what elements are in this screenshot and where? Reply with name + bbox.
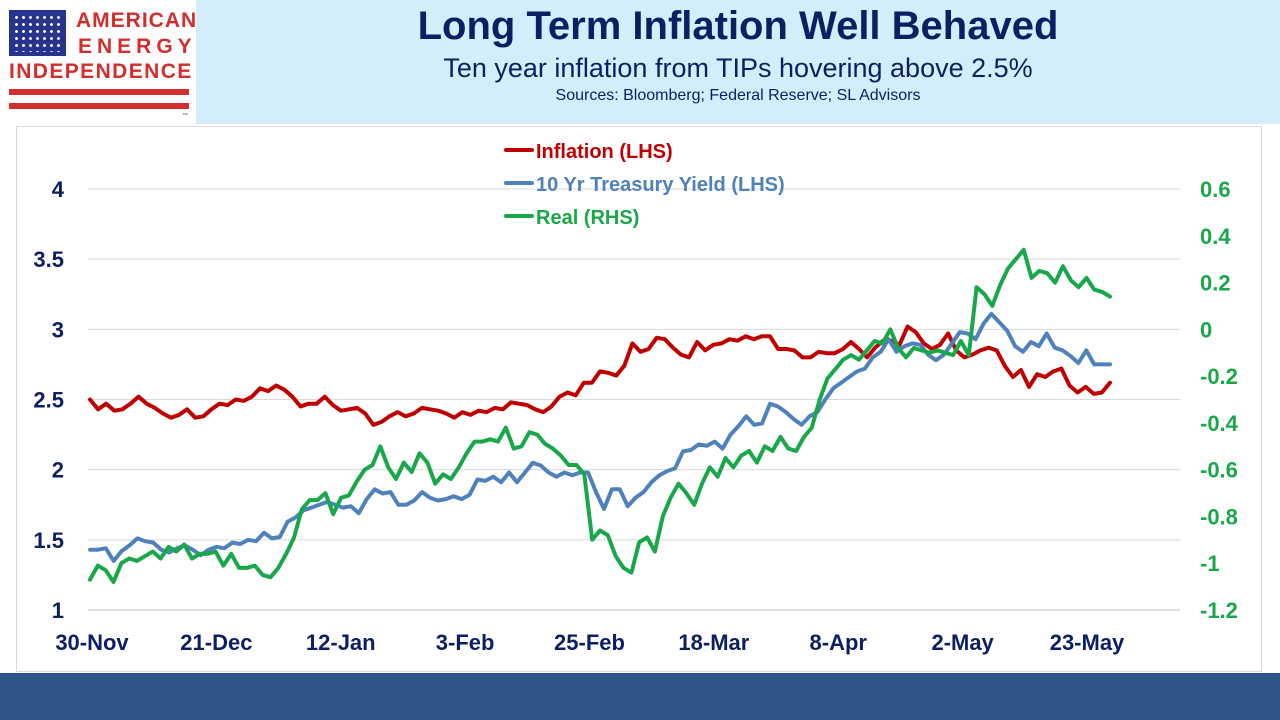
logo: AMERICAN ENERGY INDEPENDENCE ™ <box>0 0 196 124</box>
x-axis-tick-label: 21-Dec <box>180 630 252 655</box>
legend-label: Inflation (LHS) <box>536 141 673 163</box>
line-chart: 1 1.5 2 2.5 3 3.5 4 -1.2 -1 -0.8 -0.6 -0.4 -0.2 0 0.2 0… <box>33 141 1239 655</box>
x-axis-tick-label: 23-May <box>1050 630 1125 655</box>
flag-icon <box>9 10 66 56</box>
right-axis-tick-label: 0.4 <box>1200 224 1231 249</box>
x-axis-tick-label: 30-Nov <box>55 630 129 655</box>
right-axis-tick-label: 0 <box>1200 317 1212 342</box>
logo-stripe <box>9 103 189 109</box>
series-line <box>88 311 1112 563</box>
left-axis-tick-label: 1 <box>52 598 64 623</box>
series-line <box>88 324 1112 427</box>
footer-bar <box>0 673 1280 720</box>
sources-note: Sources: Bloomberg; Federal Reserve; SL … <box>555 87 921 104</box>
logo-stripe <box>9 89 189 95</box>
x-axis-tick-label: 25-Feb <box>554 630 625 655</box>
x-axis-tick-label: 18-Mar <box>678 630 749 655</box>
legend-label: Real (RHS) <box>536 207 639 229</box>
right-axis-tick-label: -1 <box>1200 551 1220 576</box>
x-axis-tick-label: 12-Jan <box>306 630 376 655</box>
x-axis-tick-label: 8-Apr <box>810 630 868 655</box>
logo-line1: AMERICAN <box>76 9 198 32</box>
right-axis-tick-label: 0.6 <box>1200 177 1231 202</box>
left-axis-tick-label: 4 <box>52 177 65 202</box>
page-title: Long Term Inflation Well Behaved <box>417 4 1059 48</box>
left-axis-tick-label: 2 <box>52 458 64 483</box>
logo-line3: INDEPENDENCE <box>9 60 193 83</box>
trademark-mark: ™ <box>182 113 188 119</box>
header-banner: AMERICAN ENERGY INDEPENDENCE ™ Long Term… <box>0 0 1280 124</box>
right-axis-tick-label: 0.2 <box>1200 271 1231 296</box>
page-subtitle: Ten year inflation from TIPs hovering ab… <box>443 53 1033 83</box>
legend-label: 10 Yr Treasury Yield (LHS) <box>536 174 785 196</box>
right-axis-tick-label: -0.4 <box>1200 411 1239 436</box>
logo-line2: ENERGY <box>78 35 197 58</box>
right-axis-tick-label: -0.2 <box>1200 364 1238 389</box>
right-axis-tick-label: -1.2 <box>1200 598 1238 623</box>
series-line <box>88 247 1112 584</box>
x-axis-tick-label: 2-May <box>931 630 994 655</box>
x-axis-tick-label: 3-Feb <box>436 630 495 655</box>
right-axis-tick-label: -0.8 <box>1200 504 1238 529</box>
left-axis-tick-label: 1.5 <box>33 528 64 553</box>
left-axis-tick-label: 3 <box>52 317 64 342</box>
left-axis-tick-label: 2.5 <box>33 388 64 413</box>
left-axis-tick-label: 3.5 <box>33 247 64 272</box>
right-axis-tick-label: -0.6 <box>1200 458 1238 483</box>
